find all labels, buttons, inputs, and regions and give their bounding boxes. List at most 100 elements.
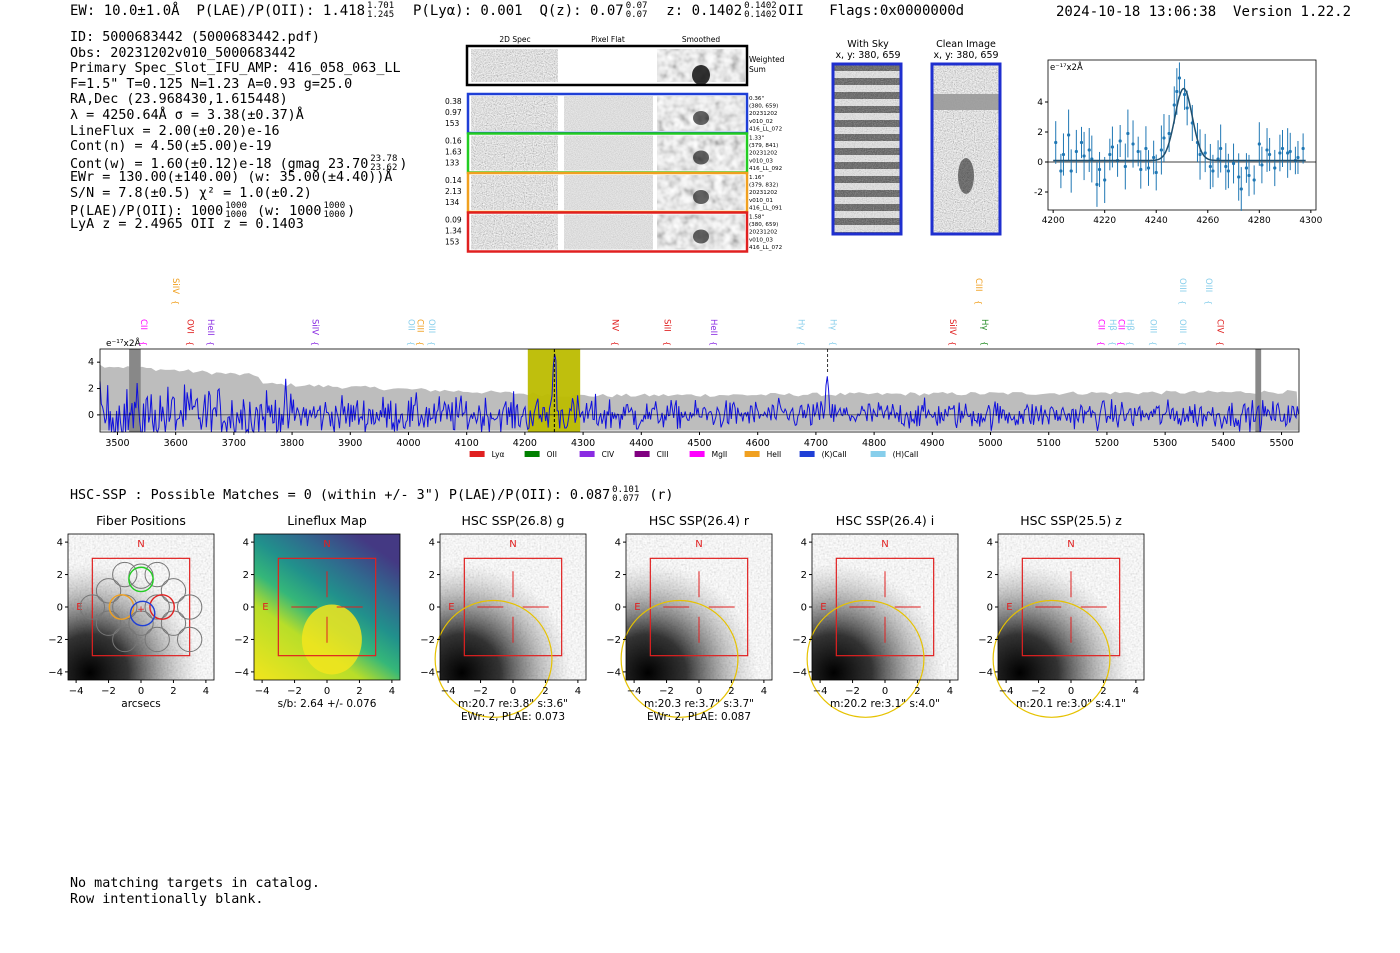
spectral-line-label: OII xyxy=(406,319,416,331)
hsc-xtick-label: −4 xyxy=(69,686,84,697)
z-bounds: 0.1402 0.1402 xyxy=(744,2,777,20)
spectral-line-label: NV xyxy=(609,319,619,331)
fit-point xyxy=(1095,182,1099,187)
row-2d-spec xyxy=(471,96,558,131)
ew-value: EW: 10.0±1.0Å xyxy=(70,3,180,19)
hsc-panel-4: HSC SSP(26.4) i N E −4 −4 −2 −2 0 0 2 2 4 4 m:20.2 re… xyxy=(792,513,959,718)
fiber-circle xyxy=(177,626,203,653)
plae-label: P(LAE)/P(OII): xyxy=(196,3,315,19)
hsc-panel-2: HSC SSP(26.8) g N E −4 −4 −2 −2 0 0 2 2 4 4 m:20.7 re… xyxy=(420,513,587,723)
legend-swatch xyxy=(689,451,705,457)
hsc-panel-xlabel: m:20.2 re:3.1" s:4.0" xyxy=(830,698,940,710)
info-lambda: λ = 4250.64Å σ = 3.38(±0.37)Å xyxy=(70,107,304,123)
row-meta: v010_03 xyxy=(749,237,773,243)
fit-point xyxy=(1252,178,1256,182)
row-meta: 1.58" xyxy=(749,215,764,221)
row-meta: 1.33" xyxy=(749,136,764,142)
fit-axes-frame xyxy=(1047,59,1317,211)
spectrum-xtick-label: 4400 xyxy=(629,438,653,449)
fiber-red xyxy=(149,594,175,620)
hsc-panel-xlabel: m:20.3 re:3.7" s:3.7" xyxy=(644,698,754,710)
spectrum-xtick-label: 5000 xyxy=(978,438,1002,449)
plae-text-lo: 1000 xyxy=(225,209,247,220)
clean-image-frame xyxy=(930,62,1002,236)
hsc-ytick-label: 4 xyxy=(243,538,249,549)
row-pixel-flat xyxy=(564,135,653,171)
plae-w-text: (w: 1000 xyxy=(256,203,322,219)
hsc-xtick-label: 2 xyxy=(914,686,920,697)
row-meta: 0.36" xyxy=(749,96,764,102)
spectrum-xtick-label: 5300 xyxy=(1153,438,1177,449)
spectrum-xtick-label: 4500 xyxy=(687,438,711,449)
hsc-ytick-label: 4 xyxy=(615,538,621,549)
row-pixel-flat xyxy=(564,96,653,131)
hsc-xtick-label: −4 xyxy=(999,686,1014,697)
spectral-line-label: OIII xyxy=(1177,319,1187,333)
fit-point xyxy=(1126,131,1130,136)
legend-swatch xyxy=(469,451,485,457)
fit-point xyxy=(1198,152,1202,157)
fit-point xyxy=(1131,142,1135,146)
spectral-line-bracket: { xyxy=(1178,341,1187,346)
hsc-xtick-label: 4 xyxy=(947,686,953,697)
detection-info: ID: 5000683442 (5000683442.pdf) Obs: 202… xyxy=(70,30,407,233)
fit-point xyxy=(1152,155,1156,160)
hsc-xtick-label: 4 xyxy=(203,686,209,697)
row-pixel-flat xyxy=(564,175,653,210)
plae-text-hi: 1000 xyxy=(225,200,247,211)
hsc-panel-title: HSC SSP(26.8) g xyxy=(462,513,565,528)
hsc-xtick-label: −4 xyxy=(441,686,456,697)
row-meta: (379, 841) xyxy=(749,143,778,149)
spectrum-xtick-label: 3600 xyxy=(164,438,188,449)
east-label: E xyxy=(634,602,640,613)
aperture-box xyxy=(91,557,191,657)
spectrum-xtick-label: 5200 xyxy=(1095,438,1119,449)
hsc-xtick-label: 0 xyxy=(324,686,330,697)
spectral-line-bracket: { xyxy=(797,341,806,346)
spectral-line-label: CII xyxy=(1116,319,1126,330)
fit-point xyxy=(1054,140,1058,145)
fit-point xyxy=(1144,146,1148,151)
timestamp: 2024-10-18 13:06:38 xyxy=(1056,4,1217,20)
fit-point xyxy=(1074,149,1078,154)
hsc-ytick-label: 0 xyxy=(243,603,249,614)
spectral-line-bracket: { xyxy=(948,341,957,346)
spectral-line-bracket: { xyxy=(829,341,838,346)
spectrum-xtick-label: 3800 xyxy=(280,438,304,449)
qz-bounds: 0.07 0.07 xyxy=(626,2,648,20)
hsc-ytick-label: −2 xyxy=(606,635,621,646)
hsc-panel-title: Fiber Positions xyxy=(96,513,186,528)
spectral-line-bracket: { xyxy=(709,341,718,346)
fiber-circle xyxy=(144,561,170,588)
with-sky-title: With Sky xyxy=(847,39,889,50)
spectral-line-bracket: { xyxy=(1125,341,1134,346)
hsc-ytick-label: −2 xyxy=(234,635,249,646)
hsc-summary-bounds: 0.101 0.077 xyxy=(612,486,639,504)
plae-text: P(LAE)/P(OII): 1000 xyxy=(70,203,224,219)
fiber-circle xyxy=(95,578,122,604)
aperture-box xyxy=(649,557,749,657)
fit-xtick-label: 4200 xyxy=(1042,216,1065,226)
fit-point xyxy=(1296,155,1300,160)
row-stat: 0.09 xyxy=(445,216,462,225)
hsc-ytick-label: 4 xyxy=(801,538,807,549)
row-frame xyxy=(466,211,749,253)
line-fit-plot: e⁻¹⁷x2Å 4200 4220 4240 4260 4280 4300 -2 0 2 4 xyxy=(1034,59,1323,226)
fit-point xyxy=(1280,146,1285,151)
contw-bounds: 23.78 23.62 xyxy=(370,154,397,173)
row-meta: v010_02 xyxy=(749,119,773,125)
legend-swatch xyxy=(524,451,540,457)
lineflux-peak xyxy=(301,604,362,675)
timestamp-version: 2024-10-18 13:06:38 Version 1.22.2 xyxy=(1056,4,1351,20)
hsc-ytick-label: 0 xyxy=(615,603,621,614)
fit-point xyxy=(1226,169,1230,173)
fit-unit-label: e⁻¹⁷x2Å xyxy=(1050,61,1083,73)
spectra-cutouts: 2D Spec Pixel Flat Smoothed 0.38 0.97 153 0… xyxy=(445,35,785,253)
spectral-line-label: SiIV xyxy=(310,319,320,335)
spectrum-ytick-label: 2 xyxy=(88,384,94,395)
aperture-box xyxy=(1021,557,1121,657)
fiber-circle xyxy=(144,594,170,620)
legend-swatch xyxy=(870,451,886,457)
hsc-xtick-label: 0 xyxy=(138,686,144,697)
